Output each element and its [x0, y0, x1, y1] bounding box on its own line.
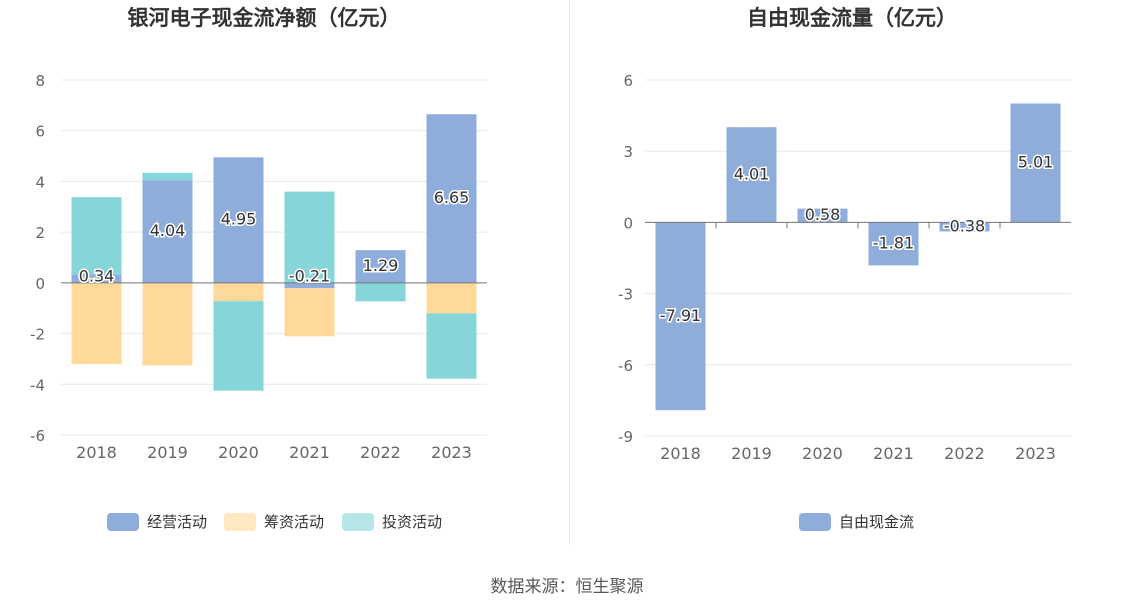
data-label-operating-2023: 6.65 [434, 188, 470, 207]
panel-divider [569, 0, 570, 545]
data-label-operating-2021: -0.21 [289, 266, 330, 285]
x-tick-label: 2020 [218, 443, 259, 462]
data-label-operating-2022: 1.29 [363, 256, 399, 275]
legend-swatch [799, 513, 831, 531]
x-tick-label: 2019 [731, 444, 772, 463]
bar-free-cash-flow-2023 [1010, 103, 1061, 223]
free-cash-flow-chart: 自由现金流量（亿元） 6 3 0 -3 -6 -9 2018 2019 2020 2021 2022 2… [618, 6, 1071, 531]
bar-free-cash-flow-2019 [726, 127, 777, 223]
bar-free-cash-flow-2022 [939, 222, 990, 232]
data-label-operating-2019: 4.04 [150, 221, 186, 240]
bar-investing-2018 [71, 197, 122, 275]
x-tick-label: 2023 [431, 443, 472, 462]
x-tick-label: 2019 [147, 443, 188, 462]
bar-financing-2020 [213, 282, 264, 302]
legend-label: 经营活动 [147, 513, 207, 531]
bar-financing-2019 [142, 282, 193, 366]
y-tick-label: 3 [623, 143, 633, 161]
y-tick-label: -9 [618, 428, 633, 446]
y-tick-label: -4 [30, 376, 45, 394]
x-tick-label: 2023 [1015, 444, 1056, 463]
bar-free-cash-flow-2018 [655, 222, 706, 411]
bar-operating-2019 [142, 180, 193, 283]
bar-investing-2020 [213, 301, 264, 391]
y-tick-label: 2 [35, 224, 45, 242]
data-label-free-cash-flow-2018: -7.91 [660, 306, 701, 325]
legend-swatch [342, 513, 374, 531]
bar-operating-2023 [426, 114, 477, 283]
x-tick-label: 2022 [360, 443, 401, 462]
data-label-free-cash-flow-2020: 0.58 [805, 205, 841, 224]
bar-financing-2018 [71, 282, 122, 364]
bar-free-cash-flow-2021 [868, 222, 919, 266]
x-tick-label: 2021 [289, 443, 330, 462]
x-tick-label: 2021 [873, 444, 914, 463]
data-label-free-cash-flow-2021: -1.81 [873, 233, 914, 252]
y-tick-label: -2 [30, 326, 45, 344]
chart-title: 自由现金流量（亿元） [747, 6, 957, 30]
data-source-note: 数据来源：恒生聚源 [490, 577, 644, 597]
chart-title: 银河电子现金流净额（亿元） [128, 6, 401, 30]
y-tick-label: -6 [30, 427, 45, 445]
bar-investing-2019 [142, 172, 193, 181]
y-tick-label: 6 [35, 123, 45, 141]
bar-operating-2020 [213, 157, 264, 283]
legend-swatch [224, 513, 256, 531]
bar-financing-2021 [284, 288, 335, 337]
x-tick-label: 2022 [944, 444, 985, 463]
bar-investing-2022 [355, 282, 406, 302]
bar-free-cash-flow-2020 [797, 208, 848, 223]
bar-operating-2018 [71, 274, 122, 283]
bar-financing-2023 [426, 282, 477, 314]
bar-operating-2022 [355, 250, 406, 283]
data-label-free-cash-flow-2019: 4.01 [734, 164, 770, 183]
legend-label: 筹资活动 [264, 513, 324, 531]
x-tick-label: 2018 [660, 444, 701, 463]
data-label-operating-2018: 0.34 [79, 266, 115, 285]
y-tick-label: -6 [618, 357, 633, 375]
y-tick-label: 0 [35, 275, 45, 293]
y-tick-label: 6 [623, 72, 633, 90]
legend-swatch [107, 513, 139, 531]
bar-investing-2023 [426, 313, 477, 379]
x-tick-label: 2020 [802, 444, 843, 463]
y-tick-label: -3 [618, 286, 633, 304]
data-label-operating-2020: 4.95 [221, 210, 257, 229]
cash-flow-net-chart: 银河电子现金流净额（亿元） 8 6 4 2 0 -2 -4 -6 2018 2019 2020 2021… [30, 6, 487, 531]
y-tick-label: 8 [35, 72, 45, 90]
data-label-free-cash-flow-2022: -0.38 [944, 216, 985, 235]
legend-label: 自由现金流 [839, 513, 914, 531]
legend-label: 投资活动 [382, 513, 442, 531]
data-label-free-cash-flow-2023: 5.01 [1018, 152, 1054, 171]
y-tick-label: 0 [623, 214, 633, 232]
x-tick-label: 2018 [76, 443, 117, 462]
bar-operating-2021 [284, 282, 335, 289]
bar-investing-2021 [284, 191, 335, 283]
y-tick-label: 4 [35, 173, 45, 191]
